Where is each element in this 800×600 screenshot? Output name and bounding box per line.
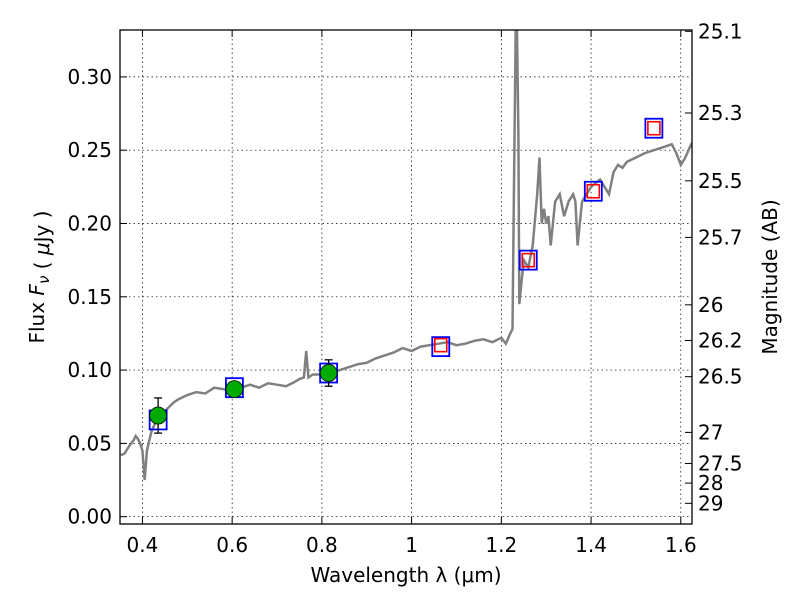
x-axis: 0.4 0.6 0.8 1 1.2 1.4 1.6 <box>127 30 697 557</box>
y2-tick-label: 27.5 <box>698 451 743 475</box>
y2-tick-label: 25.7 <box>698 225 743 249</box>
y2-tick-label: 29 <box>698 491 723 515</box>
model-square-blue <box>583 180 603 202</box>
y-axis-label-part: ν <box>35 276 53 284</box>
x-tick-label: 1.2 <box>485 533 517 557</box>
y-tick-label: 0.25 <box>67 138 112 162</box>
y2-tick-label: 26.2 <box>698 328 743 352</box>
y2-tick-label: 25.3 <box>698 101 743 125</box>
y-tick-label: 0.10 <box>67 358 112 382</box>
y-tick-label: 0.30 <box>67 65 112 89</box>
x-axis-label: Wavelength λ (μm) <box>310 563 501 587</box>
model-square-red <box>433 337 448 353</box>
model-square-blue <box>431 336 451 358</box>
y-axis: 0.00 0.05 0.10 0.15 0.20 0.25 0.30 <box>67 65 127 529</box>
plot-frame <box>119 29 693 525</box>
model-square-red <box>647 120 661 136</box>
x-tick-label: 1 <box>405 533 418 557</box>
y2-tick-label: 28 <box>698 471 723 495</box>
observed-point <box>225 380 244 399</box>
model-square-blue <box>518 249 538 271</box>
y-axis-label-part: F <box>25 284 49 296</box>
model-square-red <box>586 183 601 199</box>
y-axis-label-part: Jy ) <box>30 210 54 244</box>
x-tick-label: 1.6 <box>665 533 697 557</box>
y-tick-label: 0.15 <box>67 285 112 309</box>
y-axis-label-part: ( <box>30 255 54 276</box>
grid <box>120 30 692 524</box>
y2-tick-label: 27 <box>698 420 723 444</box>
y-tick-label: 0.20 <box>67 211 112 235</box>
model-square-blue <box>644 117 664 139</box>
y-axis-label-part: Flux <box>25 296 49 344</box>
y-axis-label: Flux Fν ( μJy ) <box>25 210 54 343</box>
y2-axis-label: Magnitude (AB) <box>758 199 782 354</box>
y2-tick-label: 26 <box>698 293 723 317</box>
plot-area <box>120 30 692 481</box>
x-tick-label: 0.8 <box>306 533 338 557</box>
observed-point <box>319 364 338 382</box>
y2-tick-label: 26.5 <box>698 365 743 389</box>
y-tick-label: 0.00 <box>67 505 112 529</box>
y-axis-label-part: μ <box>30 242 54 256</box>
y2-tick-label: 25.5 <box>698 169 743 193</box>
x-tick-label: 0.4 <box>127 533 159 557</box>
x-tick-label: 1.4 <box>575 533 607 557</box>
markers <box>148 117 664 434</box>
spectrum-line <box>120 30 692 481</box>
x-tick-label: 0.6 <box>216 533 248 557</box>
y2-tick-label: 25.1 <box>698 19 743 43</box>
observed-point <box>149 406 168 425</box>
y-tick-label: 0.05 <box>67 431 112 455</box>
model-square-red <box>521 252 536 268</box>
